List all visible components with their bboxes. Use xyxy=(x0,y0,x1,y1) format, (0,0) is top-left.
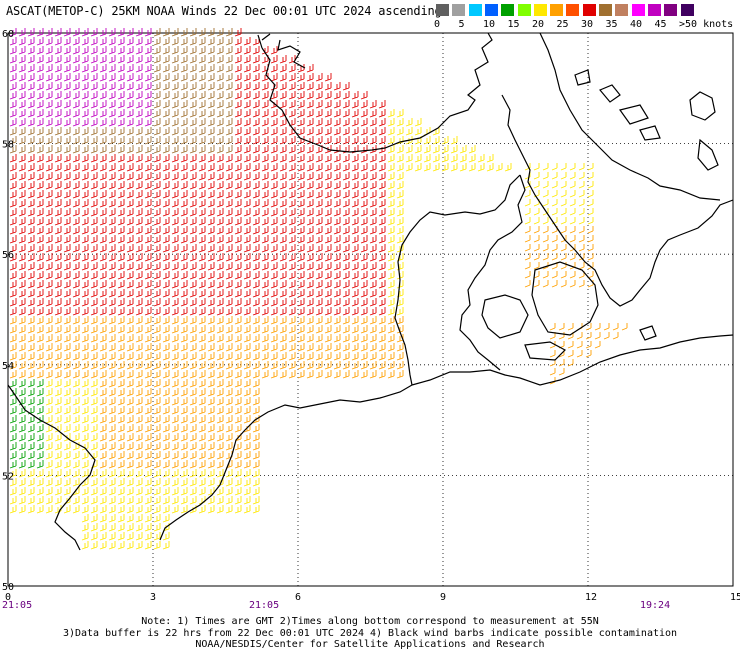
lon-label: 6 xyxy=(295,592,301,603)
coast-funen xyxy=(481,294,529,339)
colorbar-label: 45 xyxy=(654,19,667,30)
coast-jutland-east xyxy=(459,174,526,371)
lon-label: 9 xyxy=(440,592,446,603)
note-line-3: NOAA/NESDIS/Center for Satellite Applica… xyxy=(195,639,545,650)
colorbar-label: 0 xyxy=(434,19,441,30)
coast-baltic-south xyxy=(411,334,734,386)
lat-label: 50 xyxy=(2,582,14,593)
map-title: ASCAT(METOP-C) 25KM NOAA Winds 22 Dec 00… xyxy=(6,4,442,18)
colorbar-label: 10 xyxy=(483,19,496,30)
colorbar-swatch xyxy=(599,4,612,16)
lat-label: 58 xyxy=(2,140,14,151)
colorbar-swatch xyxy=(582,4,596,16)
colorbar-swatch xyxy=(680,4,694,16)
coast-oland xyxy=(689,91,716,121)
coast-gotland xyxy=(697,138,719,171)
lat-label: 54 xyxy=(2,361,14,372)
colorbar-label: 40 xyxy=(630,19,643,30)
colorbar-label: 5 xyxy=(458,19,465,30)
coast-north-sea-south xyxy=(159,384,413,541)
colorbar-swatch xyxy=(484,4,498,16)
coast-sweden xyxy=(501,94,734,307)
colorbar-swatch xyxy=(436,4,449,16)
lon-label: 0 xyxy=(5,592,11,603)
colorbar-swatch xyxy=(615,4,629,16)
wind-barbs xyxy=(9,28,628,550)
axis-labels: 50 52 54 56 58 60 0 3 6 9 12 15 xyxy=(2,29,740,603)
map-frame xyxy=(7,32,734,587)
colorbar-swatch xyxy=(664,4,678,16)
colorbar-swatch xyxy=(631,4,645,16)
time-label-right: 19:24 xyxy=(640,600,671,611)
colorbar-label: >50 knots xyxy=(679,19,734,30)
time-label-left: 21:05 xyxy=(2,600,33,611)
colorbar-label: 15 xyxy=(507,19,520,30)
colorbar-swatch xyxy=(517,4,531,16)
footnote: Note: 1) Times are GMT 2)Times along bot… xyxy=(0,616,740,651)
coast-lolland xyxy=(524,341,566,361)
note-line-2: 3)Data buffer is 22 hrs from 22 Dec 00:0… xyxy=(62,627,678,639)
coast-sweden-east xyxy=(539,32,721,201)
lon-label: 3 xyxy=(150,592,156,603)
coastlines xyxy=(7,32,734,551)
colorbar-label: 20 xyxy=(532,19,545,30)
colorbar-swatch xyxy=(566,4,580,16)
colorbar-label: 25 xyxy=(556,19,569,30)
lat-label: 56 xyxy=(2,250,14,261)
colorbar-label: 30 xyxy=(581,19,594,30)
coast-lakes xyxy=(574,69,661,141)
colorbar-swatch xyxy=(468,4,482,16)
coast-zealand xyxy=(531,261,599,336)
colorbar-swatch xyxy=(501,4,515,16)
colorbar-swatch xyxy=(550,4,564,16)
colorbar-swatch xyxy=(647,4,661,16)
lon-label: 15 xyxy=(730,592,740,603)
note-line-1: Note: 1) Times are GMT 2)Times along bot… xyxy=(141,616,599,627)
colorbar-swatch xyxy=(533,4,547,16)
colorbar-label: 35 xyxy=(605,19,618,30)
lon-label: 12 xyxy=(585,592,597,603)
lat-label: 60 xyxy=(2,29,14,40)
lat-label: 52 xyxy=(2,471,14,482)
time-label-middle: 21:05 xyxy=(249,600,280,611)
coast-norway xyxy=(261,32,493,153)
colorbar-swatch xyxy=(452,4,466,16)
coast-uk xyxy=(7,384,96,551)
coast-bornholm xyxy=(639,325,657,341)
coast-jutland xyxy=(394,174,521,386)
coast-norway-west xyxy=(257,33,306,69)
